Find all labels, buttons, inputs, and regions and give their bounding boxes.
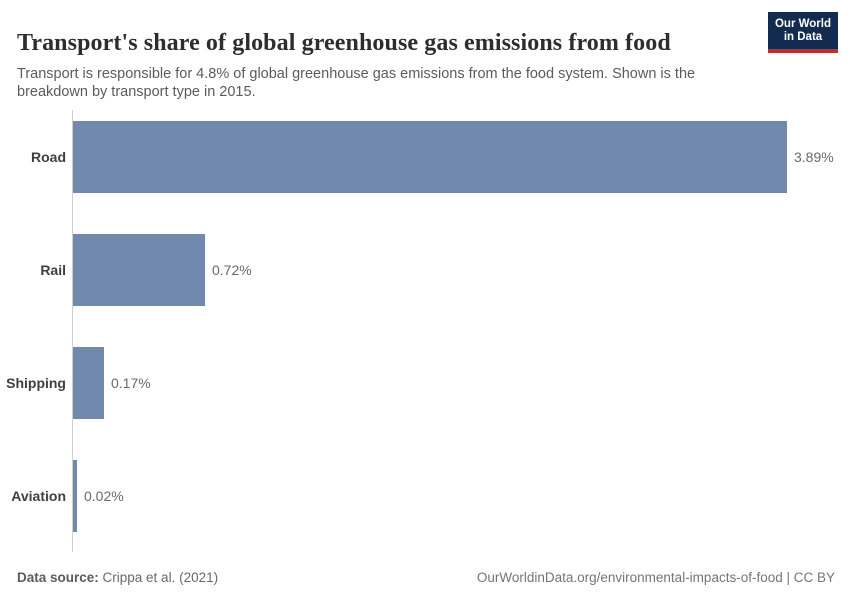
bar-row-aviation: Aviation 0.02% [0, 460, 124, 532]
value-label: 0.02% [84, 488, 124, 504]
category-label: Rail [40, 262, 66, 278]
chart-subtitle: Transport is responsible for 4.8% of glo… [17, 65, 696, 100]
bar-row-rail: Rail 0.72% [0, 234, 252, 306]
value-label: 0.72% [212, 262, 252, 278]
attribution-url: OurWorldinData.org/environmental-impacts… [476, 570, 835, 585]
category-label: Road [31, 149, 66, 165]
data-source-value: Crippa et al. (2021) [98, 570, 219, 585]
owid-logo-line2: in Data [783, 31, 823, 43]
bar-row-road: Road 3.89% [0, 121, 834, 193]
chart-footer: Data source: Crippa et al. (2021) OurWor… [17, 570, 835, 585]
value-label: 3.89% [794, 149, 834, 165]
data-source: Data source: Crippa et al. (2021) [17, 570, 218, 585]
owid-logo-line1: Our World [774, 18, 831, 30]
owid-logo: Our World in Data [768, 12, 838, 53]
data-source-label: Data source: [17, 570, 99, 585]
bar-aviation [73, 460, 77, 532]
category-label: Aviation [11, 488, 66, 504]
value-label: 0.17% [111, 375, 151, 391]
bar-road [73, 121, 787, 193]
category-label: Shipping [6, 375, 66, 391]
y-axis-line [72, 110, 73, 552]
bar-rail [73, 234, 205, 306]
chart-title: Transport's share of global greenhouse g… [17, 30, 671, 57]
bar-row-shipping: Shipping 0.17% [0, 347, 151, 419]
bar-shipping [73, 347, 104, 419]
